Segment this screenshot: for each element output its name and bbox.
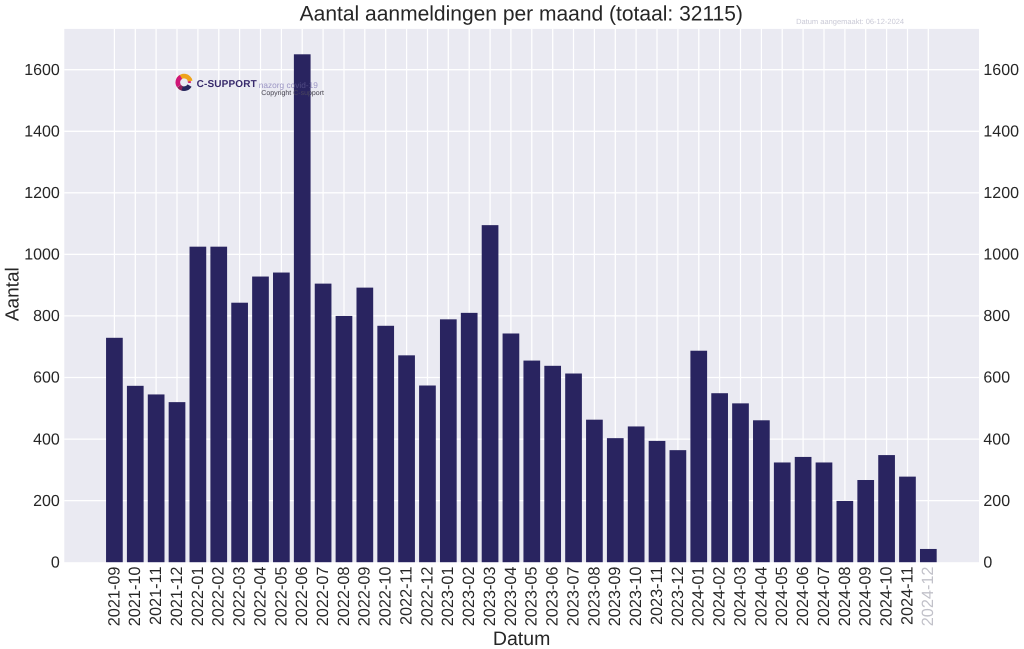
svg-text:2024-10: 2024-10 [878, 567, 896, 627]
svg-text:Copyright C-support: Copyright C-support [261, 89, 324, 97]
svg-text:1400: 1400 [983, 124, 1019, 141]
svg-text:1600: 1600 [983, 62, 1019, 79]
svg-text:2022-09: 2022-09 [356, 567, 374, 627]
svg-text:2024-08: 2024-08 [836, 567, 854, 627]
svg-text:2022-05: 2022-05 [272, 567, 290, 627]
svg-text:2023-06: 2023-06 [544, 567, 562, 627]
svg-text:2021-12: 2021-12 [168, 567, 186, 627]
svg-text:Aantal: Aantal [2, 267, 23, 321]
svg-text:400: 400 [33, 431, 60, 448]
svg-text:2023-05: 2023-05 [523, 567, 541, 627]
svg-text:1000: 1000 [24, 247, 60, 264]
svg-text:2024-06: 2024-06 [794, 567, 812, 627]
svg-text:2023-12: 2023-12 [669, 567, 687, 627]
svg-text:0: 0 [51, 554, 60, 571]
svg-text:1200: 1200 [24, 185, 60, 202]
svg-text:600: 600 [33, 370, 60, 387]
svg-text:2023-11: 2023-11 [648, 567, 666, 626]
svg-text:2024-03: 2024-03 [731, 567, 749, 627]
svg-text:2024-02: 2024-02 [711, 567, 729, 627]
svg-text:2022-08: 2022-08 [335, 567, 353, 627]
svg-text:2023-08: 2023-08 [585, 567, 603, 627]
svg-text:600: 600 [983, 370, 1010, 387]
svg-text:2024-07: 2024-07 [815, 567, 833, 627]
svg-text:Datum aangemaakt: 06-12-2024: Datum aangemaakt: 06-12-2024 [796, 17, 904, 26]
svg-text:2023-09: 2023-09 [606, 567, 624, 627]
svg-text:200: 200 [33, 493, 60, 510]
svg-text:2023-10: 2023-10 [627, 567, 645, 627]
svg-text:1400: 1400 [24, 124, 60, 141]
svg-text:nazorg covid-19: nazorg covid-19 [259, 80, 318, 90]
svg-text:2024-12: 2024-12 [919, 567, 937, 627]
svg-text:2022-02: 2022-02 [210, 567, 228, 627]
svg-text:2022-01: 2022-01 [189, 567, 207, 627]
svg-text:2022-03: 2022-03 [231, 567, 249, 627]
svg-text:2023-02: 2023-02 [460, 567, 478, 627]
svg-text:2024-09: 2024-09 [857, 567, 875, 627]
svg-text:2022-12: 2022-12 [418, 567, 436, 627]
svg-text:2024-05: 2024-05 [773, 567, 791, 627]
svg-text:Aantal aanmeldingen per maand: Aantal aanmeldingen per maand (totaal: 3… [300, 2, 743, 25]
svg-text:2021-11: 2021-11 [147, 567, 165, 626]
svg-text:2024-11: 2024-11 [898, 567, 916, 626]
svg-text:2022-11: 2022-11 [398, 567, 416, 626]
svg-text:2022-06: 2022-06 [293, 567, 311, 627]
svg-text:2021-10: 2021-10 [126, 567, 144, 627]
svg-text:2023-01: 2023-01 [439, 567, 457, 627]
svg-text:2022-04: 2022-04 [251, 567, 269, 627]
svg-text:1000: 1000 [983, 247, 1019, 264]
svg-text:2023-04: 2023-04 [502, 567, 520, 627]
svg-text:200: 200 [983, 493, 1010, 510]
svg-text:1600: 1600 [24, 62, 60, 79]
svg-text:nazorg covid-19: nazorg covid-19 [259, 80, 318, 90]
svg-text:2023-07: 2023-07 [564, 567, 582, 627]
svg-text:2022-07: 2022-07 [314, 567, 332, 627]
svg-text:2022-10: 2022-10 [377, 567, 395, 627]
svg-text:2024-01: 2024-01 [690, 567, 708, 627]
svg-text:2021-09: 2021-09 [105, 567, 123, 627]
svg-text:2023-03: 2023-03 [481, 567, 499, 627]
svg-text:Datum: Datum [493, 628, 550, 649]
svg-text:400: 400 [983, 431, 1010, 448]
svg-text:800: 800 [983, 308, 1010, 325]
svg-text:800: 800 [33, 308, 60, 325]
svg-text:0: 0 [983, 554, 992, 571]
svg-text:C-SUPPORT: C-SUPPORT [197, 79, 257, 90]
svg-text:1200: 1200 [983, 185, 1019, 202]
svg-text:Copyright C-support: Copyright C-support [261, 89, 324, 97]
svg-text:2024-04: 2024-04 [752, 567, 770, 627]
